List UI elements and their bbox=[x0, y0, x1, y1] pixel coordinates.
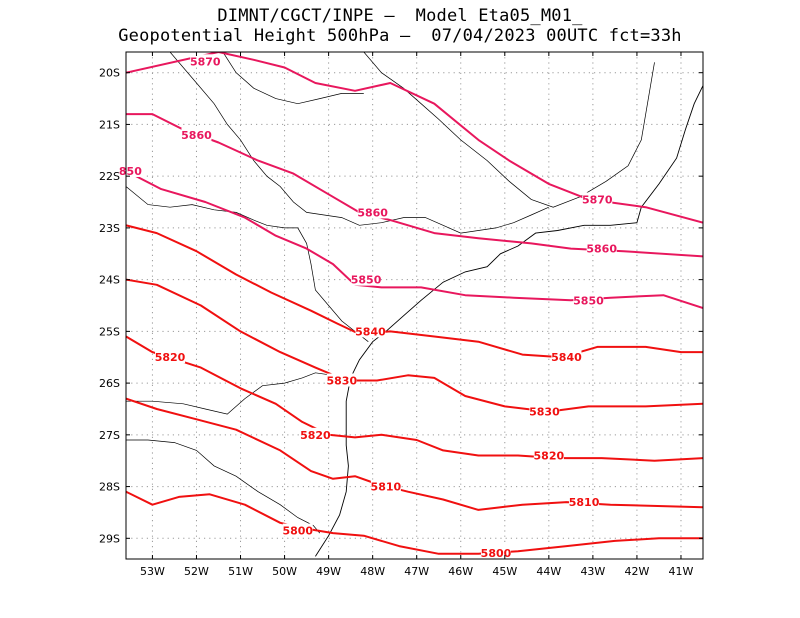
contour-label-bg bbox=[115, 163, 146, 177]
contour-5810 bbox=[126, 397, 703, 511]
contour-label-5870: 5870 bbox=[190, 55, 221, 68]
contour-5830 bbox=[126, 278, 703, 413]
contour-5800 bbox=[126, 490, 703, 555]
contour-label-bg bbox=[351, 272, 382, 286]
contour-5860 bbox=[126, 113, 703, 258]
contour-label-bg bbox=[569, 495, 600, 509]
lat-tick-label: 21S bbox=[99, 118, 120, 131]
lon-tick-label: 51W bbox=[228, 565, 253, 578]
lon-tick-label: 52W bbox=[184, 565, 209, 578]
lon-tick-label: 47W bbox=[404, 565, 429, 578]
contour-label-5810: 5810 bbox=[569, 496, 600, 509]
contour-5870 bbox=[126, 52, 703, 224]
map-title-line1: DIMNT/CGCT/INPE — Model Eta05_M01_ bbox=[217, 6, 583, 26]
lon-tick-label: 49W bbox=[316, 565, 341, 578]
contour-label-5850: 5850 bbox=[573, 294, 604, 307]
contour-label-5800: 5800 bbox=[282, 525, 313, 538]
contour-label-bg bbox=[181, 127, 212, 141]
state-border-line bbox=[126, 372, 347, 415]
contour-label-bg bbox=[357, 205, 388, 219]
lon-tick-label: 46W bbox=[448, 565, 473, 578]
contour-label-bg bbox=[190, 54, 221, 68]
contour-label-5850: 850 bbox=[119, 165, 142, 178]
contour-label-5830: 5830 bbox=[327, 375, 358, 388]
coastline-line bbox=[315, 85, 703, 557]
contour-label-5840: 5840 bbox=[551, 351, 582, 364]
contour-label-5860: 5860 bbox=[586, 243, 617, 256]
contour-label-5840: 5840 bbox=[355, 325, 386, 338]
lat-tick-label: 25S bbox=[99, 325, 120, 338]
contour-label-5820: 5820 bbox=[534, 450, 565, 463]
state-border-line bbox=[126, 439, 321, 534]
lon-tick-label: 41W bbox=[669, 565, 694, 578]
state-borders bbox=[126, 52, 655, 534]
lon-tick-label: 48W bbox=[360, 565, 385, 578]
lat-tick-label: 24S bbox=[99, 274, 120, 287]
lon-tick-label: 50W bbox=[272, 565, 297, 578]
contour-5840 bbox=[126, 224, 703, 359]
lat-lon-grid bbox=[126, 52, 703, 559]
contour-label-bg bbox=[586, 241, 617, 255]
lon-tick-label: 45W bbox=[492, 565, 517, 578]
contour-label-bg bbox=[480, 545, 511, 559]
longitude-axis: 53W 52W 51W 50W 49W 48W 47W 46W 45W 44W 43W 42W 41W bbox=[140, 52, 694, 578]
lon-tick-label: 43W bbox=[580, 565, 605, 578]
contour-label-bg bbox=[355, 324, 386, 338]
map-frame bbox=[125, 51, 704, 560]
contour-label-bg bbox=[300, 427, 331, 441]
contour-label-5830: 5830 bbox=[529, 406, 560, 419]
contour-label-5860: 5860 bbox=[357, 206, 388, 219]
lat-tick-label: 29S bbox=[99, 532, 120, 545]
contour-label-5850: 5850 bbox=[351, 274, 382, 287]
state-border-line bbox=[363, 52, 655, 208]
lat-tick-label: 22S bbox=[99, 170, 120, 183]
state-border-line bbox=[126, 186, 369, 342]
contour-label-bg bbox=[155, 350, 186, 364]
state-border-line bbox=[222, 52, 364, 105]
lon-tick-label: 53W bbox=[140, 565, 165, 578]
contour-label-bg bbox=[551, 350, 582, 364]
contour-label-5820: 5820 bbox=[155, 351, 186, 364]
contour-label-bg bbox=[582, 192, 613, 206]
contour-label-bg bbox=[529, 404, 560, 418]
lat-tick-label: 28S bbox=[99, 481, 120, 494]
coastline bbox=[315, 85, 703, 557]
lat-tick-label: 26S bbox=[99, 377, 120, 390]
contour-labels: 5870 5870 5860 5860 5860 850 5850 5850 5840 5840 5… bbox=[115, 54, 617, 560]
lat-tick-label: 27S bbox=[99, 429, 120, 442]
contour-5850 bbox=[126, 170, 703, 310]
lat-tick-label: 20S bbox=[99, 67, 120, 80]
contour-label-bg bbox=[326, 373, 357, 387]
state-border-line bbox=[169, 52, 549, 234]
contour-label-bg bbox=[533, 448, 564, 462]
contour-label-bg bbox=[282, 523, 313, 537]
contour-label-5800: 5800 bbox=[481, 547, 512, 560]
contour-lines bbox=[126, 52, 703, 555]
contour-label-5870: 5870 bbox=[582, 193, 613, 206]
map-title-line2: Geopotential Height 500hPa — 07/04/2023 … bbox=[118, 26, 682, 46]
contour-label-bg bbox=[370, 479, 401, 493]
lon-tick-label: 42W bbox=[624, 565, 649, 578]
contour-label-5820: 5820 bbox=[300, 429, 331, 442]
lon-tick-label: 44W bbox=[536, 565, 561, 578]
contour-5820 bbox=[126, 335, 703, 462]
lat-tick-label: 23S bbox=[99, 222, 120, 235]
latitude-axis: 20S 21S 22S 23S 24S 25S 26S 27S 28S 29S bbox=[99, 67, 703, 545]
contour-label-5810: 5810 bbox=[371, 481, 402, 494]
contour-label-bg bbox=[573, 293, 604, 307]
contour-label-5860: 5860 bbox=[181, 129, 212, 142]
